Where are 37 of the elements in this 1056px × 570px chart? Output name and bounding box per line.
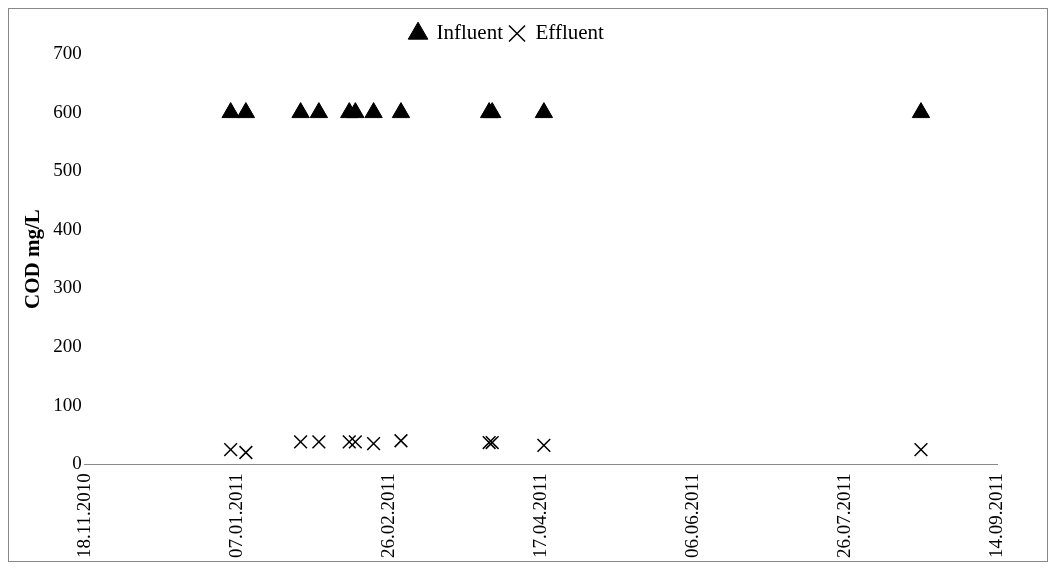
point (536, 438, 552, 453)
point (534, 102, 554, 119)
x-tick-label: 18.11.2010 (72, 473, 94, 558)
point (311, 434, 326, 450)
point (293, 434, 308, 450)
point (223, 442, 238, 457)
y-tick-label: 200 (53, 334, 82, 356)
x-tick-label: 14.09.2011 (984, 473, 1006, 558)
point (913, 442, 929, 457)
point (391, 102, 411, 119)
point (236, 102, 256, 119)
x-tick-label: 06.06.2011 (680, 473, 702, 558)
point (393, 433, 409, 448)
point (221, 102, 240, 119)
y-axis-title: COD mg/L (20, 209, 45, 309)
x-tick-label: 07.01.2011 (224, 473, 246, 558)
x-tick-label: 17.04.2011 (528, 473, 550, 558)
point (346, 102, 365, 119)
y-tick-label: 300 (53, 276, 82, 298)
point (291, 102, 310, 119)
x-tick-label: 26.07.2011 (832, 473, 854, 558)
x-tick-label: 26.02.2011 (376, 473, 398, 558)
y-tick-label: 600 (53, 100, 82, 122)
point (342, 434, 357, 450)
y-tick-label: 100 (53, 393, 82, 415)
y-tick-label: 500 (53, 159, 82, 181)
y-tick-label: 0 (72, 452, 82, 474)
y-tick-label: 700 (53, 41, 82, 63)
point (309, 102, 329, 119)
point (366, 436, 381, 451)
y-tick-label: 400 (53, 217, 82, 239)
legend-label: Effluent (535, 20, 605, 45)
point (911, 102, 931, 119)
point (348, 434, 363, 450)
legend-label: Influent (436, 20, 504, 45)
point (238, 445, 253, 460)
point (364, 102, 383, 119)
